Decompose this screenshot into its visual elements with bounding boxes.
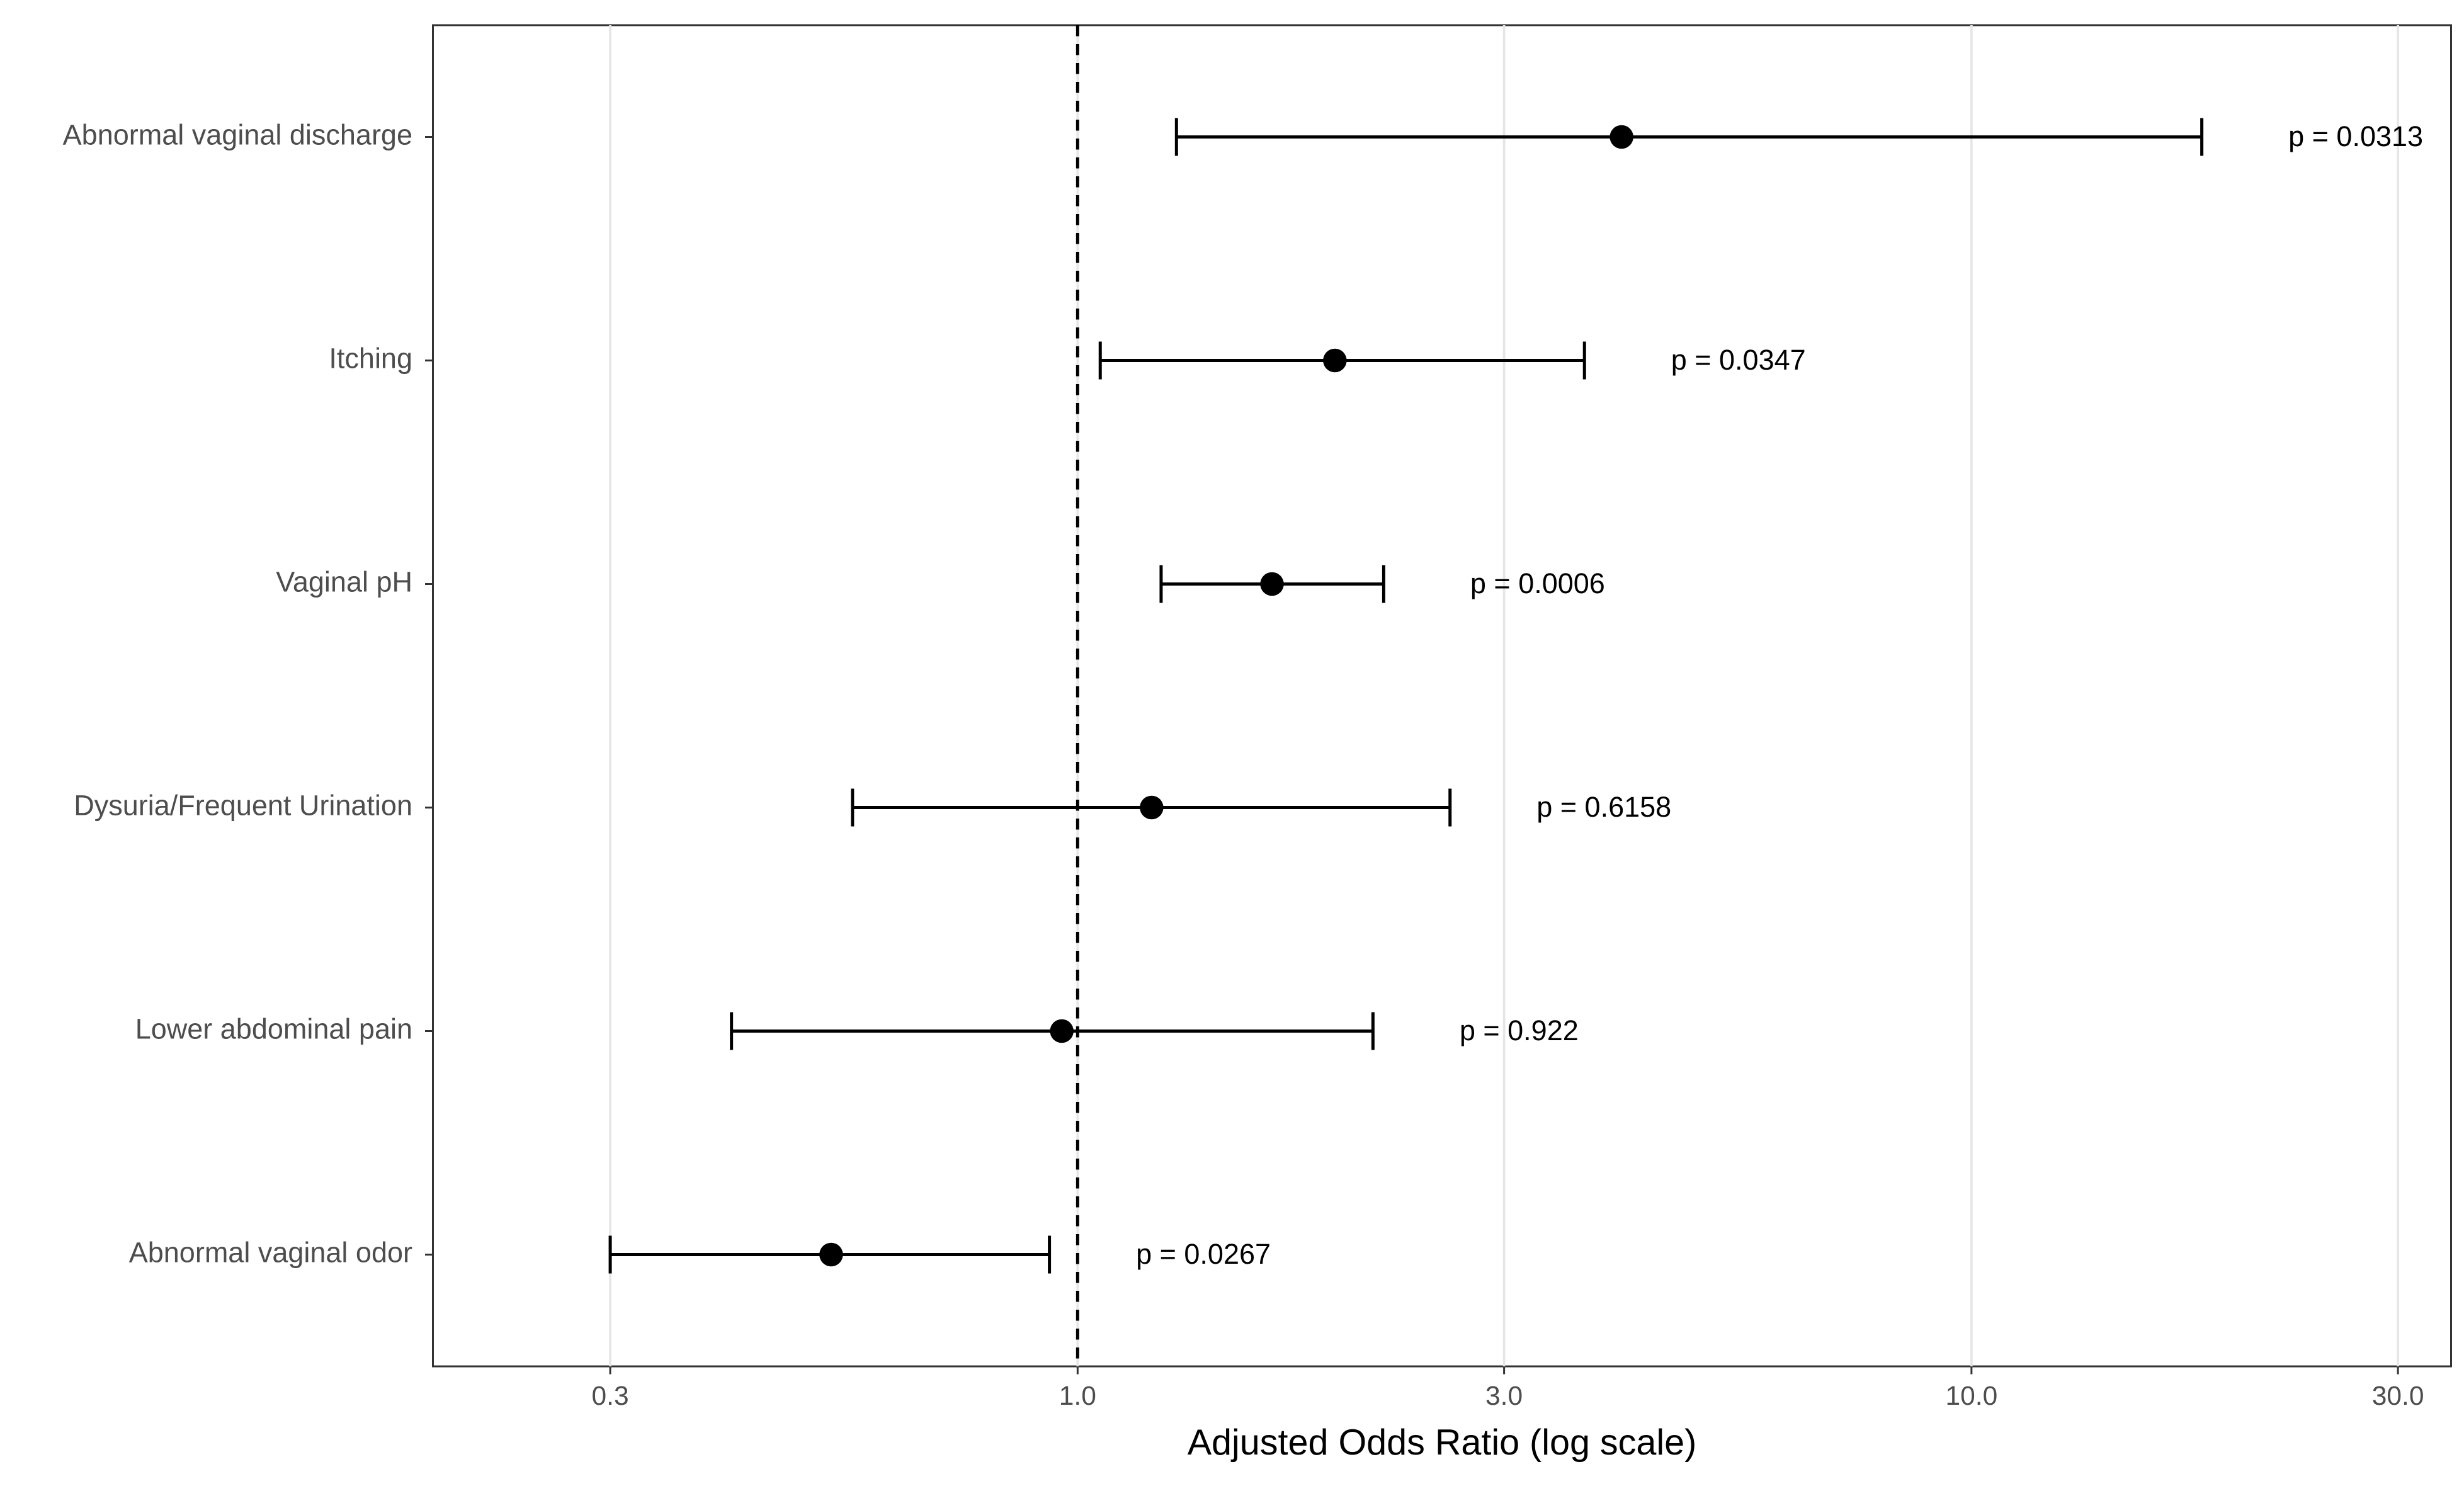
- p-value-label: p = 0.6158: [1536, 791, 1671, 823]
- point: [1140, 795, 1164, 820]
- y-tick-label: Lower abdominal pain: [135, 1012, 412, 1045]
- x-axis-label: Adjusted Odds Ratio (log scale): [1188, 1422, 1697, 1463]
- x-tick-label: 1.0: [1059, 1381, 1096, 1411]
- x-tick-label: 30.0: [2372, 1381, 2424, 1411]
- p-value-label: p = 0.0313: [2288, 120, 2423, 152]
- y-tick-label: Abnormal vaginal odor: [129, 1236, 412, 1268]
- plot-panel: [432, 24, 2453, 1368]
- point: [1050, 1019, 1074, 1043]
- point: [1610, 125, 1633, 149]
- p-value-label: p = 0.0006: [1470, 567, 1605, 599]
- point: [1323, 348, 1347, 373]
- point: [1260, 572, 1284, 596]
- p-value-label: p = 0.0267: [1136, 1238, 1271, 1270]
- x-tick-label: 3.0: [1485, 1381, 1523, 1411]
- y-tick-label: Abnormal vaginal discharge: [63, 118, 412, 150]
- point: [819, 1242, 843, 1267]
- p-value-label: p = 0.922: [1460, 1014, 1579, 1046]
- y-tick-label: Dysuria/Frequent Urination: [74, 789, 412, 821]
- x-tick-label: 10.0: [1945, 1381, 1997, 1411]
- x-tick-label: 0.3: [592, 1381, 629, 1411]
- y-tick-label: Vaginal pH: [276, 565, 412, 598]
- p-value-label: p = 0.0347: [1671, 344, 1806, 376]
- y-tick-label: Itching: [329, 342, 412, 374]
